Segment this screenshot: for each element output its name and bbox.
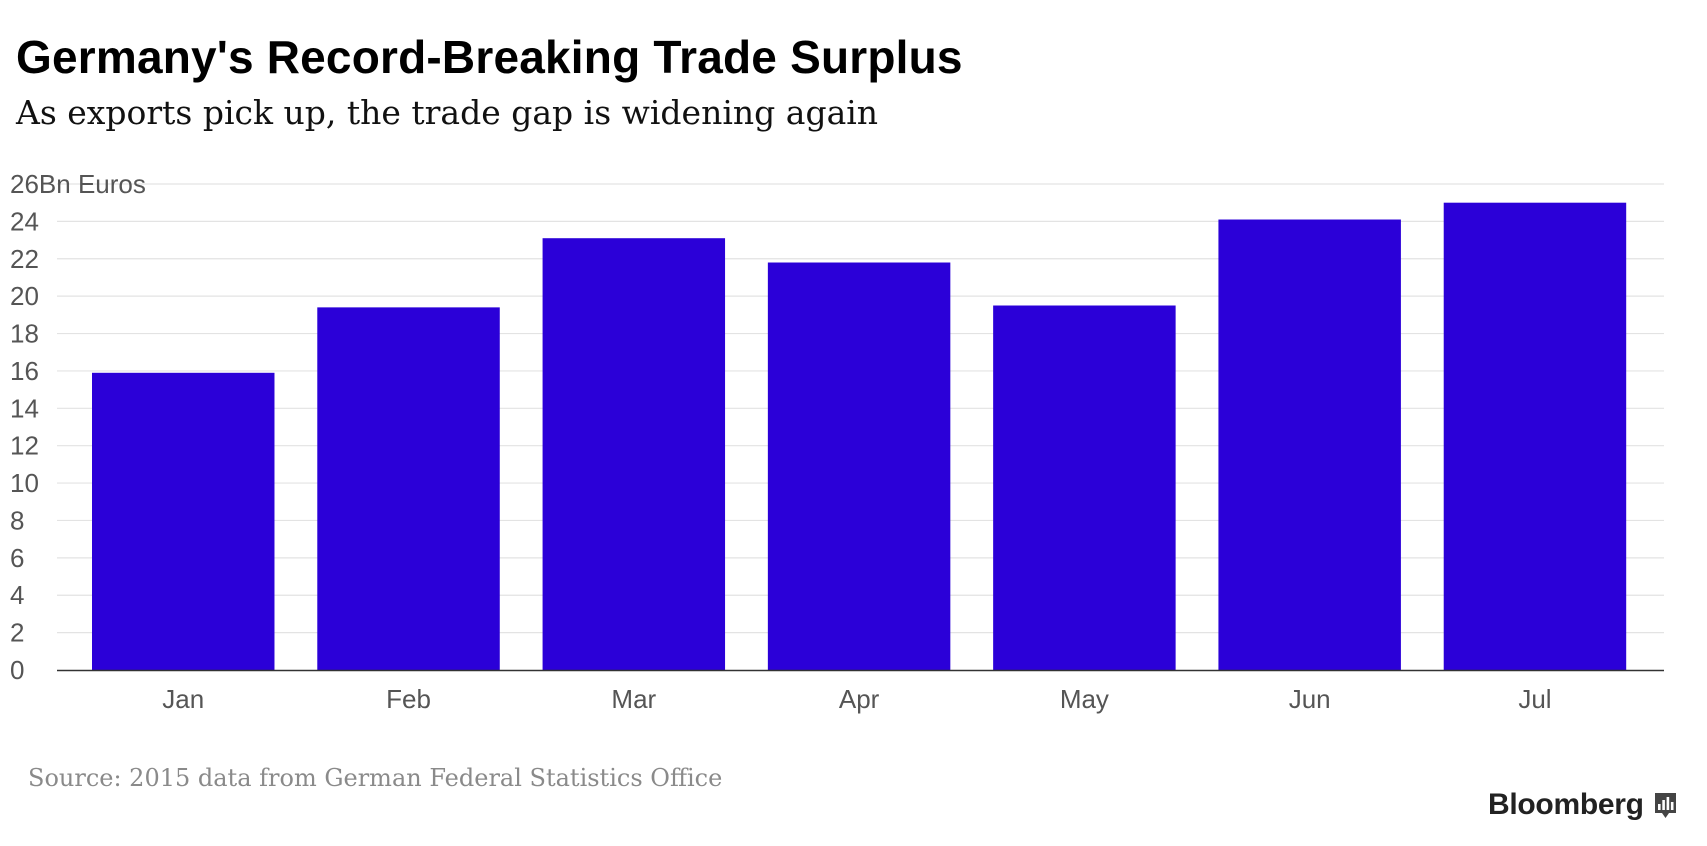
x-tick-label: Feb xyxy=(386,684,431,714)
y-tick-label: 0 xyxy=(10,655,24,685)
x-tick-label: Jan xyxy=(162,684,204,714)
x-tick-label: May xyxy=(1060,684,1109,714)
x-tick-label: Apr xyxy=(839,684,880,714)
bar-jun xyxy=(1218,219,1401,670)
bloomberg-terminal-icon xyxy=(1654,792,1676,818)
x-tick-label: Jul xyxy=(1518,684,1551,714)
brand-name: Bloomberg xyxy=(1488,788,1644,821)
brand-mark: Bloomberg xyxy=(1488,788,1678,822)
bar-may xyxy=(993,305,1176,670)
y-tick-label: 22 xyxy=(10,244,39,274)
y-tick-label: 4 xyxy=(10,580,24,610)
y-tick-label: 14 xyxy=(10,393,39,423)
bar-apr xyxy=(767,262,951,670)
bar-feb xyxy=(317,307,500,670)
bar-jul xyxy=(1443,202,1627,670)
bars xyxy=(92,202,1627,670)
y-tick-label: 16 xyxy=(10,356,39,386)
y-tick-label: 10 xyxy=(10,468,39,498)
y-axis-unit-label: 26Bn Euros xyxy=(10,169,146,199)
chart-subtitle: As exports pick up, the trade gap is wid… xyxy=(16,93,879,132)
y-tick-label: 8 xyxy=(10,505,24,535)
y-tick-label: 20 xyxy=(10,281,39,311)
x-tick-label: Mar xyxy=(611,684,656,714)
y-tick-label: 6 xyxy=(10,543,24,573)
bar-jan xyxy=(92,372,275,670)
bar-mar xyxy=(542,238,726,670)
y-tick-label: 18 xyxy=(10,319,39,349)
source-note: Source: 2015 data from German Federal St… xyxy=(28,764,723,792)
y-tick-label: 2 xyxy=(10,618,24,648)
x-tick-label: Jun xyxy=(1289,684,1331,714)
x-axis-ticks: Jan Feb Mar Apr May Jun Jul xyxy=(162,684,1551,714)
chart-title: Germany's Record-Breaking Trade Surplus xyxy=(16,31,963,83)
y-tick-label: 24 xyxy=(10,206,39,236)
y-tick-label: 12 xyxy=(10,431,39,461)
